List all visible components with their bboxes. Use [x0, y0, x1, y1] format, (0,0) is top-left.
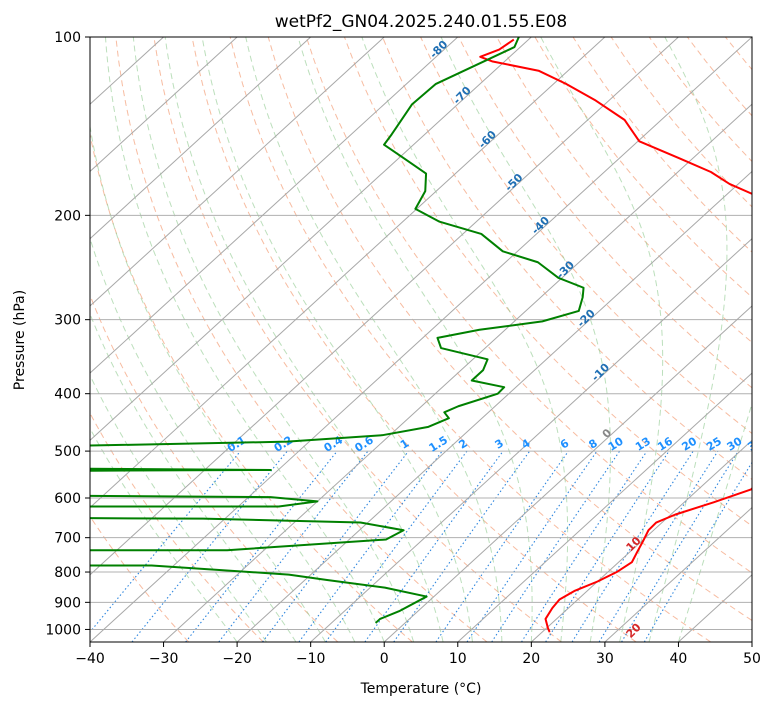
moist-adiabat — [90, 312, 297, 642]
y-tick-label: 800 — [54, 565, 81, 581]
x-tick-label: −30 — [149, 651, 179, 667]
isotherm — [310, 237, 752, 642]
dewpoint-line — [90, 37, 585, 624]
moist-adiabat — [648, 37, 728, 642]
y-axis-label: Pressure (hPa) — [12, 290, 28, 390]
isotherm — [90, 37, 238, 173]
temperature-line — [479, 38, 752, 633]
y-tick-label: 300 — [54, 313, 81, 329]
mixing-ratio-line — [262, 450, 409, 642]
dry-adiabat — [90, 131, 413, 642]
dry-adiabat — [305, 37, 752, 574]
mixing-ratio-line — [598, 450, 719, 642]
isotherm — [163, 103, 752, 642]
isotherm — [90, 37, 679, 576]
mixing-ratio-line — [545, 450, 670, 642]
isotherm — [604, 506, 752, 642]
x-tick-label: −40 — [75, 651, 105, 667]
dry-adiabat — [153, 37, 562, 642]
y-tick-label: 100 — [54, 30, 81, 46]
plot-frame — [89, 36, 753, 643]
moist-adiabat — [90, 123, 356, 642]
moist-adiabat — [677, 401, 752, 642]
isotherm — [90, 37, 606, 509]
y-tick-label: 500 — [54, 444, 81, 460]
isotherm — [383, 305, 752, 642]
x-tick-label: −20 — [222, 651, 252, 667]
mixing-ratio-line — [298, 450, 443, 642]
x-tick-label: 30 — [596, 651, 614, 667]
isotherm — [90, 37, 459, 374]
isotherm — [90, 37, 752, 642]
mixing-ratio-labels: 0.10.20.40.611.52346810131620253036 — [225, 433, 765, 455]
mixing-ratio-line — [435, 450, 569, 642]
moist-adiabat — [297, 37, 533, 642]
chart-title: wetPf2_GN04.2025.240.01.55.E08 — [275, 12, 567, 32]
y-tick-label: 1000 — [45, 622, 81, 638]
y-tick-label: 900 — [54, 595, 81, 611]
mixing-ratio-line — [90, 450, 241, 633]
isotherms — [90, 37, 752, 642]
mixing-ratio-line — [185, 450, 338, 642]
y-tick-label: 400 — [54, 387, 81, 403]
dry-adiabat — [115, 37, 488, 642]
sounding-series — [90, 37, 752, 633]
mixing-ratio-line — [521, 450, 648, 642]
y-axis-ticks: 100 200 300 400 500 600 700 800 900 1000 — [45, 30, 90, 638]
x-tick-label: 40 — [669, 651, 687, 667]
mixing-ratio-line — [571, 450, 694, 642]
moist-adiabat — [361, 37, 569, 642]
x-tick-label: 0 — [380, 651, 389, 667]
isotherm — [90, 37, 385, 307]
moist-adiabat — [245, 37, 503, 642]
mixing-ratio-line — [131, 450, 288, 642]
mixing-ratio-label: 36 — [745, 434, 765, 453]
moist-adiabat — [90, 236, 326, 642]
mixing-ratio-line — [491, 450, 621, 642]
x-axis-label: Temperature (°C) — [360, 681, 482, 697]
pressure-gridlines — [90, 37, 752, 630]
dry-adiabat — [267, 37, 752, 622]
moist-adiabat — [90, 427, 238, 642]
x-tick-label: 50 — [743, 651, 761, 667]
x-tick-label: −10 — [296, 651, 326, 667]
moist-adiabat — [104, 37, 385, 642]
y-tick-label: 700 — [54, 531, 81, 547]
x-tick-label: 10 — [449, 651, 467, 667]
moist-adiabat — [90, 374, 267, 642]
mixing-ratio-line — [466, 450, 598, 642]
moist-adiabat — [440, 37, 611, 642]
mixing-ratio-line — [325, 450, 468, 642]
isotherm — [530, 439, 752, 642]
mixing-ratio-line — [621, 450, 739, 642]
dry-adiabat — [90, 412, 264, 642]
y-tick-label: 200 — [54, 208, 81, 224]
isotherm — [90, 37, 532, 442]
y-tick-label: 600 — [54, 491, 81, 507]
moist-adiabat — [540, 37, 664, 642]
dry-adiabat — [191, 37, 637, 642]
dry-adiabat — [90, 515, 190, 642]
moist-adiabat — [201, 37, 473, 642]
isotherm — [457, 372, 752, 642]
x-tick-label: 20 — [522, 651, 540, 667]
x-axis-ticks: −40 −30 −20 −10 0 10 20 30 40 50 — [75, 642, 761, 667]
moist-adiabat — [164, 37, 444, 642]
isotherm — [90, 37, 312, 240]
